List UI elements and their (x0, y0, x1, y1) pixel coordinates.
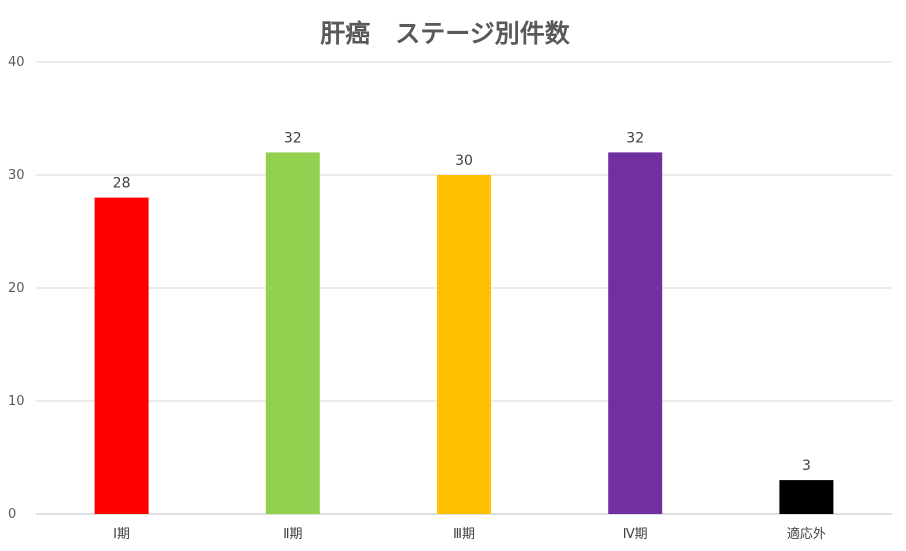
x-tick-label: Ⅱ期 (283, 527, 302, 542)
y-tick-label: 40 (8, 55, 25, 70)
data-label: 28 (113, 176, 131, 192)
y-tick-label: 20 (8, 281, 25, 296)
bar (608, 152, 663, 514)
x-tick-label: 適応外 (787, 526, 826, 542)
y-tick-label: 30 (8, 168, 25, 183)
y-tick-label: 0 (8, 507, 16, 522)
bar (779, 480, 834, 514)
bar (94, 197, 149, 514)
bar (437, 175, 491, 514)
y-tick-label: 10 (8, 394, 25, 409)
bar (265, 152, 320, 514)
y-axis-ticks: 0 10 20 30 40 (8, 55, 25, 522)
chart-title: 肝癌 ステージ別件数 (320, 19, 570, 48)
data-label: 32 (626, 130, 644, 146)
data-label: 30 (455, 153, 473, 169)
bars (94, 152, 834, 514)
data-labels: 28 32 30 32 3 (113, 130, 811, 474)
data-label: 3 (802, 458, 811, 474)
x-tick-label: Ⅰ期 (113, 527, 130, 542)
x-tick-label: Ⅳ期 (623, 527, 648, 542)
data-label: 32 (284, 130, 302, 146)
x-tick-label: Ⅲ期 (453, 527, 475, 542)
x-axis-ticks: Ⅰ期 Ⅱ期 Ⅲ期 Ⅳ期 適応外 (113, 526, 826, 542)
